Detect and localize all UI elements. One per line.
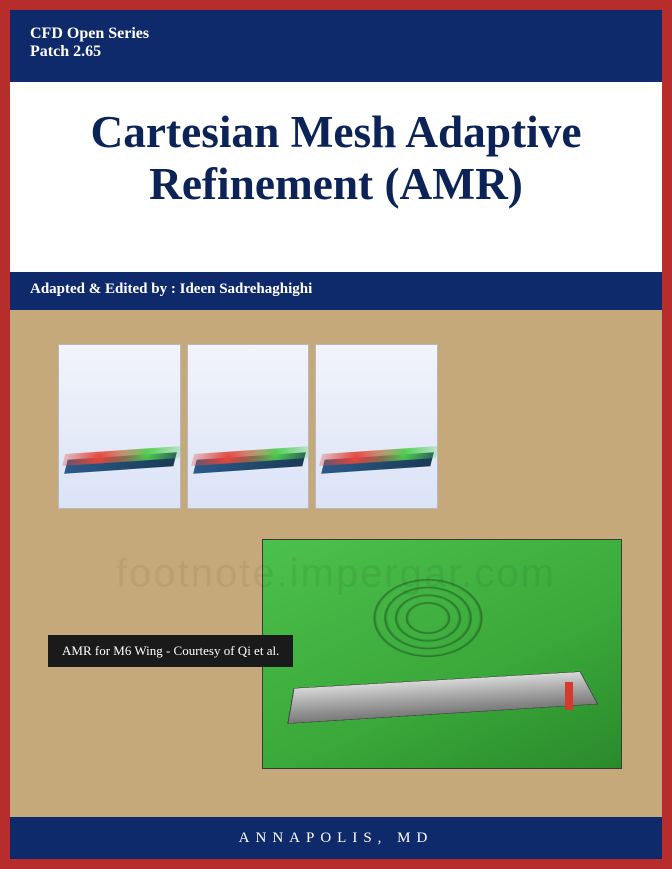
small-figures-row [58, 344, 438, 509]
series-name: CFD Open Series [30, 24, 642, 43]
editor-band: Adapted & Edited by : Ideen Sadrehaghigh… [10, 272, 662, 310]
footer-band: ANNAPOLIS, MD [10, 817, 662, 859]
title-line1: Cartesian Mesh Adaptive [90, 107, 581, 157]
patch-version: Patch 2.65 [30, 43, 642, 61]
cover-body: AMR for M6 Wing - Courtesy of Qi et al. … [10, 310, 662, 817]
wing-shape-icon [64, 452, 176, 473]
figure-panel [187, 344, 310, 509]
figure-caption: AMR for M6 Wing - Courtesy of Qi et al. [48, 635, 293, 667]
title-line2: Refinement (AMR) [149, 159, 523, 209]
wing-3d-icon [287, 671, 598, 723]
editor-name: Ideen Sadrehaghighi [180, 281, 313, 297]
editor-credit: Adapted & Edited by : Ideen Sadrehaghigh… [30, 281, 312, 298]
figure-panel [315, 344, 438, 509]
wing-shape-icon [193, 452, 305, 473]
marker-icon [565, 682, 573, 710]
book-cover: CFD Open Series Patch 2.65 Cartesian Mes… [0, 0, 672, 869]
large-figure [262, 539, 622, 769]
cover-title: Cartesian Mesh Adaptive Refinement (AMR) [10, 106, 662, 210]
figure-panel [58, 344, 181, 509]
wing-shape-icon [321, 452, 433, 473]
title-band: Cartesian Mesh Adaptive Refinement (AMR) [10, 82, 662, 272]
contour-lines-icon [323, 558, 533, 678]
header-band: CFD Open Series Patch 2.65 [10, 10, 662, 79]
editor-prefix: Adapted & Edited by : [30, 281, 176, 297]
